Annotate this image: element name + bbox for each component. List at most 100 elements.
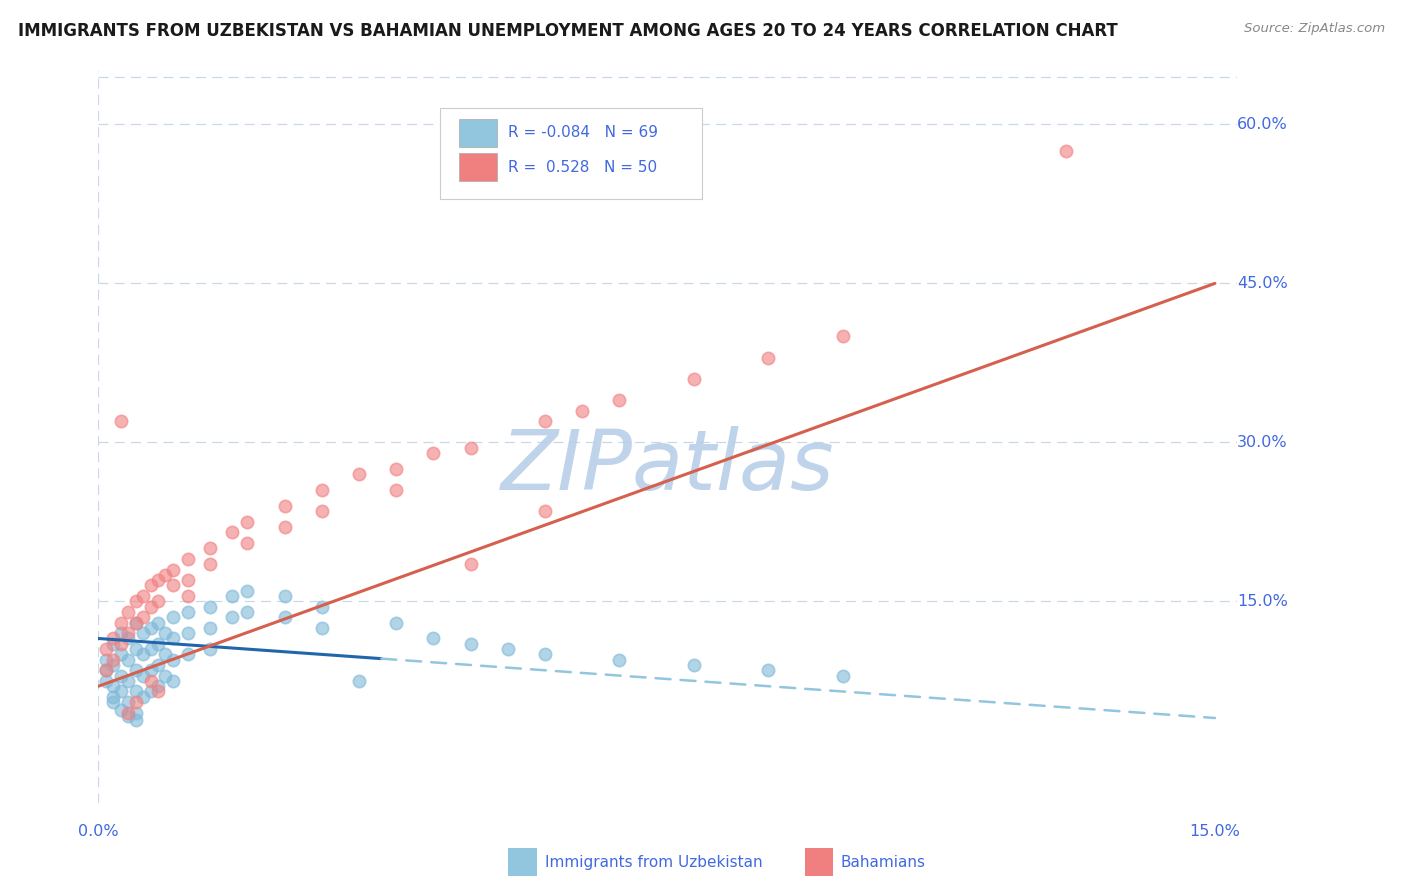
- Point: [103, 690, 125, 704]
- Point: [103, 658, 125, 673]
- Point: [347, 673, 370, 688]
- Point: [103, 695, 125, 709]
- Point: [162, 563, 184, 577]
- Point: [132, 648, 155, 662]
- Point: [422, 632, 444, 646]
- Point: [146, 658, 169, 673]
- Point: [162, 632, 184, 646]
- Point: [162, 653, 184, 667]
- Point: [132, 690, 155, 704]
- Point: [311, 504, 333, 518]
- Point: [103, 653, 125, 667]
- Point: [609, 392, 631, 407]
- Point: [94, 663, 117, 677]
- Point: [132, 626, 155, 640]
- Text: 30.0%: 30.0%: [1237, 435, 1288, 450]
- Point: [460, 637, 482, 651]
- Text: 15.0%: 15.0%: [1189, 824, 1240, 839]
- Point: [139, 578, 162, 592]
- Point: [198, 599, 221, 614]
- Point: [831, 668, 853, 682]
- Point: [311, 599, 333, 614]
- Point: [198, 621, 221, 635]
- Point: [236, 583, 259, 598]
- Point: [94, 642, 117, 657]
- Point: [117, 709, 139, 723]
- Point: [177, 626, 200, 640]
- Point: [124, 684, 146, 698]
- Point: [198, 558, 221, 572]
- Point: [132, 610, 155, 624]
- Point: [146, 594, 169, 608]
- Point: [103, 679, 125, 693]
- Point: [103, 632, 125, 646]
- Point: [155, 668, 177, 682]
- Point: [139, 663, 162, 677]
- Point: [756, 351, 779, 365]
- Point: [273, 520, 295, 534]
- Text: Immigrants from Uzbekistan: Immigrants from Uzbekistan: [546, 855, 762, 870]
- Point: [110, 626, 132, 640]
- Point: [124, 706, 146, 720]
- Point: [347, 467, 370, 482]
- Point: [273, 499, 295, 513]
- Text: ZIPatlas: ZIPatlas: [501, 425, 835, 507]
- Point: [155, 648, 177, 662]
- Point: [124, 695, 146, 709]
- Text: 60.0%: 60.0%: [1237, 117, 1288, 132]
- Text: IMMIGRANTS FROM UZBEKISTAN VS BAHAMIAN UNEMPLOYMENT AMONG AGES 20 TO 24 YEARS CO: IMMIGRANTS FROM UZBEKISTAN VS BAHAMIAN U…: [18, 22, 1118, 40]
- Point: [124, 594, 146, 608]
- Point: [756, 663, 779, 677]
- Point: [139, 684, 162, 698]
- Point: [273, 589, 295, 603]
- Point: [94, 663, 117, 677]
- Point: [117, 673, 139, 688]
- Text: R = -0.084   N = 69: R = -0.084 N = 69: [509, 125, 658, 140]
- Point: [110, 648, 132, 662]
- Point: [311, 621, 333, 635]
- Point: [177, 589, 200, 603]
- Point: [385, 615, 408, 630]
- FancyBboxPatch shape: [804, 848, 832, 876]
- Point: [124, 615, 146, 630]
- Text: 15.0%: 15.0%: [1237, 594, 1288, 609]
- Point: [221, 589, 243, 603]
- Point: [177, 605, 200, 619]
- Point: [110, 637, 132, 651]
- Point: [221, 610, 243, 624]
- Point: [496, 642, 519, 657]
- Point: [236, 515, 259, 529]
- Point: [117, 653, 139, 667]
- Point: [94, 673, 117, 688]
- Point: [460, 558, 482, 572]
- Point: [177, 573, 200, 587]
- Point: [124, 615, 146, 630]
- Point: [117, 605, 139, 619]
- FancyBboxPatch shape: [509, 848, 537, 876]
- Point: [110, 684, 132, 698]
- Point: [132, 589, 155, 603]
- Point: [124, 713, 146, 727]
- FancyBboxPatch shape: [440, 108, 702, 200]
- Point: [683, 658, 706, 673]
- Point: [117, 706, 139, 720]
- Point: [534, 648, 557, 662]
- Point: [385, 483, 408, 497]
- Point: [94, 653, 117, 667]
- Point: [162, 610, 184, 624]
- Point: [311, 483, 333, 497]
- Point: [571, 403, 593, 417]
- Point: [236, 536, 259, 550]
- Point: [422, 446, 444, 460]
- Text: Source: ZipAtlas.com: Source: ZipAtlas.com: [1244, 22, 1385, 36]
- Point: [162, 673, 184, 688]
- Point: [460, 441, 482, 455]
- Point: [139, 673, 162, 688]
- Point: [110, 615, 132, 630]
- Point: [385, 462, 408, 476]
- Point: [103, 637, 125, 651]
- Point: [146, 679, 169, 693]
- Text: 0.0%: 0.0%: [79, 824, 118, 839]
- Point: [117, 695, 139, 709]
- Point: [177, 552, 200, 566]
